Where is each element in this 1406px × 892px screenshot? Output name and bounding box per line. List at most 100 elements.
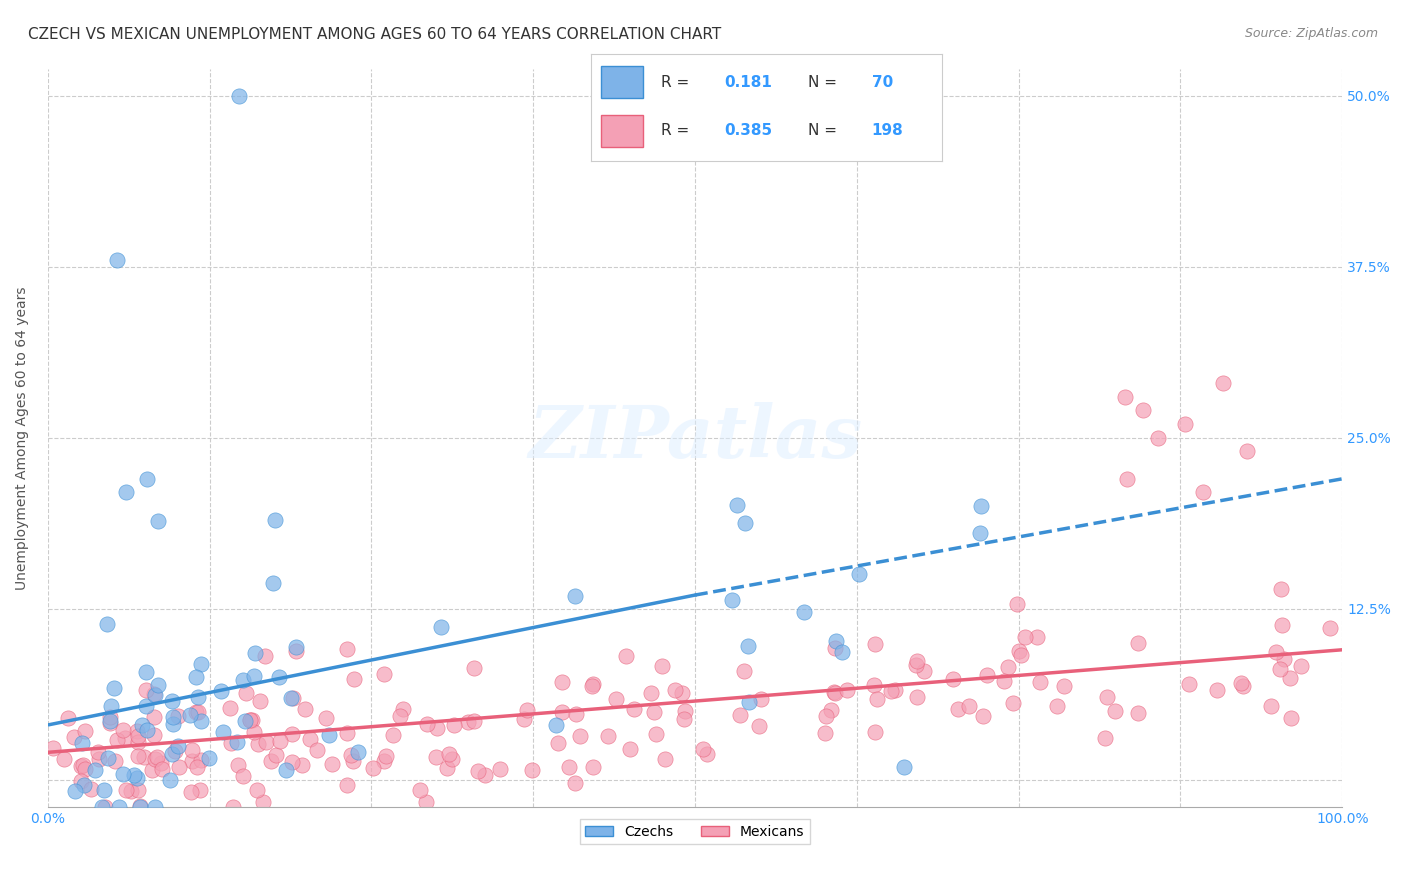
Mexicans	[114, 731, 136, 746]
Mexicans	[188, 782, 211, 797]
Mexicans	[547, 736, 569, 750]
Mexicans	[167, 760, 190, 774]
Mexicans	[75, 762, 97, 776]
Mexicans	[440, 752, 463, 766]
Czechs	[162, 694, 184, 708]
Mexicans	[373, 754, 395, 768]
Mexicans	[132, 750, 155, 764]
Mexicans	[1014, 630, 1036, 644]
Czechs	[228, 88, 250, 103]
Mexicans	[42, 740, 65, 755]
Mexicans	[1126, 636, 1149, 650]
Czechs	[112, 766, 135, 780]
Mexicans	[820, 703, 842, 717]
Mexicans	[551, 706, 574, 720]
Mexicans	[135, 682, 157, 697]
Mexicans	[824, 686, 846, 700]
Mexicans	[127, 748, 149, 763]
Mexicans	[150, 763, 173, 777]
Mexicans	[1052, 680, 1074, 694]
Czechs	[70, 736, 93, 750]
Mexicans	[673, 704, 696, 718]
Mexicans	[221, 735, 243, 749]
Czechs	[162, 709, 184, 723]
Text: 0.181: 0.181	[724, 75, 772, 90]
Text: Source: ZipAtlas.com: Source: ZipAtlas.com	[1244, 27, 1378, 40]
Mexicans	[1029, 675, 1052, 690]
Czechs	[211, 725, 233, 739]
Mexicans	[246, 782, 269, 797]
Czechs	[187, 690, 209, 705]
Text: R =: R =	[661, 123, 695, 138]
Mexicans	[565, 706, 588, 721]
Czechs	[346, 745, 368, 759]
Czechs	[103, 681, 125, 695]
Mexicans	[264, 747, 287, 762]
Mexicans	[72, 758, 94, 772]
Czechs	[166, 739, 188, 753]
Czechs	[122, 768, 145, 782]
Mexicans	[120, 784, 142, 798]
Mexicans	[614, 648, 637, 663]
Mexicans	[1005, 597, 1028, 611]
Czechs	[115, 485, 138, 500]
Czechs	[136, 472, 159, 486]
Czechs	[136, 723, 159, 737]
Mexicans	[912, 664, 935, 678]
Mexicans	[190, 753, 212, 767]
Mexicans	[904, 657, 927, 672]
Mexicans	[415, 795, 437, 809]
Mexicans	[733, 664, 755, 678]
Mexicans	[103, 754, 125, 768]
Mexicans	[142, 687, 165, 701]
Mexicans	[1212, 376, 1234, 390]
Y-axis label: Unemployment Among Ages 60 to 64 years: Unemployment Among Ages 60 to 64 years	[15, 286, 30, 590]
Czechs	[245, 646, 267, 660]
Mexicans	[1236, 444, 1258, 458]
Mexicans	[1174, 417, 1197, 431]
Czechs	[738, 695, 761, 709]
Czechs	[190, 657, 212, 671]
Mexicans	[824, 640, 846, 655]
Mexicans	[128, 798, 150, 813]
Text: ZIPatlas: ZIPatlas	[527, 402, 862, 474]
Mexicans	[112, 723, 135, 737]
Mexicans	[269, 734, 291, 748]
Mexicans	[654, 752, 676, 766]
Text: N =: N =	[808, 123, 842, 138]
Mexicans	[52, 752, 75, 766]
Mexicans	[408, 783, 430, 797]
Czechs	[721, 593, 744, 607]
Mexicans	[98, 710, 121, 724]
Mexicans	[436, 761, 458, 775]
Mexicans	[336, 778, 359, 792]
Mexicans	[463, 714, 485, 728]
Czechs	[226, 735, 249, 749]
Czechs	[135, 698, 157, 713]
Mexicans	[73, 724, 96, 739]
Mexicans	[141, 763, 163, 777]
FancyBboxPatch shape	[602, 66, 644, 98]
Mexicans	[948, 702, 970, 716]
Mexicans	[1271, 618, 1294, 632]
Mexicans	[69, 759, 91, 773]
Mexicans	[315, 711, 337, 725]
Mexicans	[814, 709, 837, 723]
Czechs	[269, 670, 291, 684]
Mexicans	[242, 713, 264, 727]
Czechs	[280, 690, 302, 705]
Mexicans	[1178, 677, 1201, 691]
Czechs	[131, 718, 153, 732]
Mexicans	[361, 762, 384, 776]
Mexicans	[127, 729, 149, 743]
Mexicans	[1010, 648, 1032, 662]
Mexicans	[1146, 431, 1168, 445]
Mexicans	[425, 750, 447, 764]
Mexicans	[664, 682, 686, 697]
Mexicans	[150, 756, 173, 770]
Czechs	[96, 616, 118, 631]
Mexicans	[863, 678, 886, 692]
Mexicans	[866, 692, 889, 706]
Text: 70: 70	[872, 75, 893, 90]
Czechs	[969, 499, 991, 513]
